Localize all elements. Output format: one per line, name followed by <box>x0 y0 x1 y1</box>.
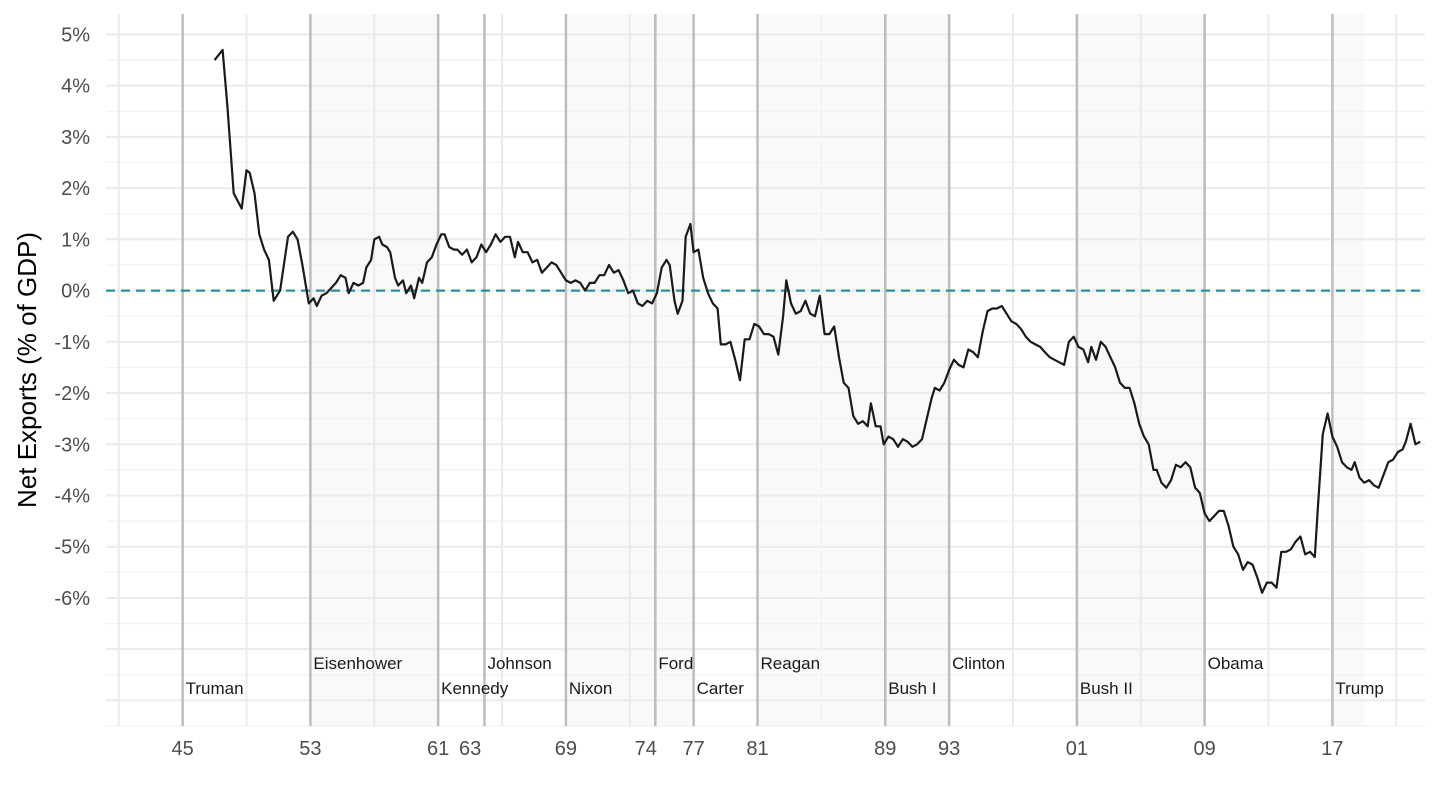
x-tick-label-8: 89 <box>874 738 896 760</box>
y-tick-label-3: 2% <box>61 178 90 200</box>
presidency-boundaries <box>181 14 1334 726</box>
x-tick-label-12: 17 <box>1321 738 1343 760</box>
shade-band-12 <box>1332 14 1365 726</box>
y-tick-label-6: -1% <box>54 332 90 354</box>
x-tick-label-10: 01 <box>1066 738 1088 760</box>
shade-band-4 <box>565 14 656 726</box>
x-tick-label-7: 81 <box>746 738 768 760</box>
y-tick-label-9: -4% <box>54 485 90 507</box>
presidency-label-11: Obama <box>1208 654 1264 673</box>
y-tick-label-2: 3% <box>61 127 90 149</box>
y-tick-label-8: -3% <box>54 434 90 456</box>
series-lines <box>213 48 1421 594</box>
presidency-label-10: Bush II <box>1080 679 1133 698</box>
x-tick-label-2: 61 <box>427 738 449 760</box>
y-tick-label-1: 4% <box>61 76 90 98</box>
presidency-shading <box>310 14 1365 726</box>
presidency-label-8: Bush I <box>888 679 936 698</box>
y-tick-label-7: -2% <box>54 383 90 405</box>
x-tick-label-11: 09 <box>1194 738 1216 760</box>
shade-band-5 <box>655 14 694 726</box>
y-tick-label-10: -5% <box>54 537 90 559</box>
presidency-label-12: Trump <box>1335 679 1384 698</box>
y-tick-label-11: -6% <box>54 588 90 610</box>
presidency-label-9: Clinton <box>952 654 1005 673</box>
y-tick-label-4: 1% <box>61 229 90 251</box>
y-tick-label-0: 5% <box>61 24 90 46</box>
series-line-0 <box>213 48 1421 594</box>
x-tick-label-0: 45 <box>172 738 194 760</box>
presidency-label-7: Reagan <box>761 654 821 673</box>
presidency-label-1: Eisenhower <box>313 654 402 673</box>
presidency-label-0: Truman <box>186 679 244 698</box>
presidency-label-6: Carter <box>697 679 745 698</box>
presidency-label-3: Johnson <box>487 654 551 673</box>
y-axis-label: Net Exports (% of GDP) <box>12 232 42 508</box>
x-tick-label-3: 63 <box>459 738 481 760</box>
x-axis-ticks: 45 53 61 63 69 74 77 81 89 93 01 09 17 <box>172 738 1344 760</box>
x-tick-label-1: 53 <box>299 738 321 760</box>
presidency-labels: TrumanEisenhowerKennedyJohnsonNixonFordC… <box>186 654 1384 698</box>
y-tick-label-5: 0% <box>61 281 90 303</box>
shade-band-8 <box>885 14 950 726</box>
presidency-label-5: Ford <box>658 654 693 673</box>
x-tick-label-5: 74 <box>635 738 657 760</box>
presidency-label-4: Nixon <box>569 679 612 698</box>
x-tick-label-6: 77 <box>683 738 705 760</box>
x-tick-label-9: 93 <box>938 738 960 760</box>
x-tick-label-4: 69 <box>555 738 577 760</box>
presidency-label-2: Kennedy <box>441 679 509 698</box>
y-axis-ticks: 5% 4% 3% 2% 1% 0% -1% -2% -3% -4% -5% -6% <box>54 24 90 609</box>
